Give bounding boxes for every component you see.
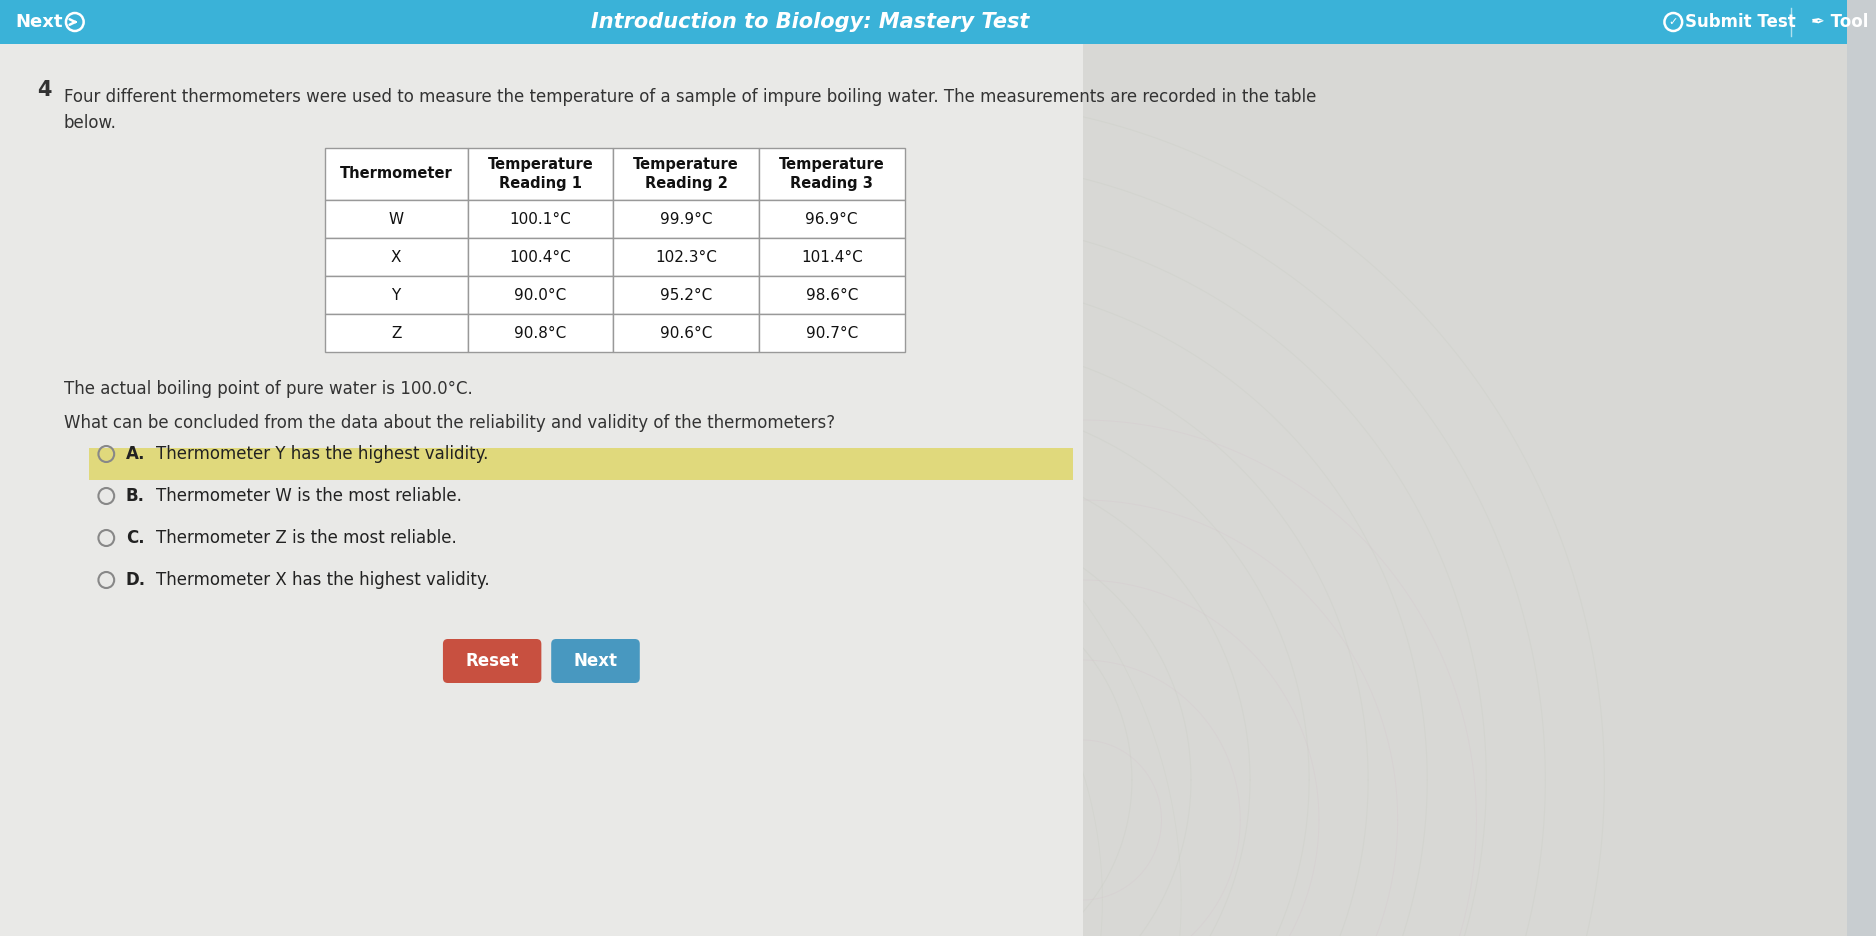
Bar: [760, 314, 904, 352]
Text: C.: C.: [126, 529, 144, 547]
Text: Y: Y: [392, 287, 401, 302]
Text: ✒ Tool: ✒ Tool: [1810, 13, 1868, 31]
Bar: [467, 276, 613, 314]
Text: Thermometer: Thermometer: [340, 167, 452, 182]
Text: Reset: Reset: [465, 652, 520, 670]
Bar: [88, 448, 1073, 480]
Text: 90.0°C: 90.0°C: [514, 287, 567, 302]
Text: 95.2°C: 95.2°C: [660, 287, 713, 302]
Bar: [467, 314, 613, 352]
Text: Thermometer Y has the highest validity.: Thermometer Y has the highest validity.: [156, 445, 488, 463]
FancyBboxPatch shape: [443, 639, 542, 683]
Bar: [325, 200, 467, 238]
Bar: [0, 0, 1846, 44]
Text: ✓: ✓: [1668, 17, 1677, 27]
Bar: [467, 238, 613, 276]
Text: 90.6°C: 90.6°C: [660, 326, 713, 341]
Text: W: W: [388, 212, 403, 227]
Text: Introduction to Biology: Mastery Test: Introduction to Biology: Mastery Test: [591, 12, 1028, 32]
Bar: [613, 314, 760, 352]
Bar: [613, 238, 760, 276]
Bar: [760, 238, 904, 276]
Text: 100.1°C: 100.1°C: [510, 212, 572, 227]
Text: Temperature
Reading 3: Temperature Reading 3: [779, 157, 885, 191]
Bar: [613, 200, 760, 238]
Text: Next: Next: [574, 652, 617, 670]
Text: Temperature
Reading 1: Temperature Reading 1: [488, 157, 593, 191]
Bar: [760, 276, 904, 314]
FancyBboxPatch shape: [552, 639, 640, 683]
Text: B.: B.: [126, 487, 144, 505]
Text: Thermometer X has the highest validity.: Thermometer X has the highest validity.: [156, 571, 490, 589]
Text: below.: below.: [64, 114, 116, 132]
Bar: [325, 148, 467, 200]
Text: 90.7°C: 90.7°C: [805, 326, 857, 341]
Bar: [613, 276, 760, 314]
Bar: [325, 238, 467, 276]
Bar: [325, 314, 467, 352]
Text: Four different thermometers were used to measure the temperature of a sample of : Four different thermometers were used to…: [64, 88, 1317, 106]
Text: Temperature
Reading 2: Temperature Reading 2: [634, 157, 739, 191]
Bar: [0, 44, 1082, 936]
Text: 4: 4: [38, 80, 53, 100]
Text: The actual boiling point of pure water is 100.0°C.: The actual boiling point of pure water i…: [64, 380, 473, 398]
Text: 90.8°C: 90.8°C: [514, 326, 567, 341]
Text: X: X: [390, 250, 401, 265]
Text: Thermometer W is the most reliable.: Thermometer W is the most reliable.: [156, 487, 461, 505]
Text: 100.4°C: 100.4°C: [510, 250, 572, 265]
Bar: [325, 276, 467, 314]
Bar: [760, 148, 904, 200]
Bar: [467, 200, 613, 238]
Text: 96.9°C: 96.9°C: [805, 212, 857, 227]
Text: D.: D.: [126, 571, 146, 589]
Text: 98.6°C: 98.6°C: [805, 287, 857, 302]
Text: 99.9°C: 99.9°C: [660, 212, 713, 227]
Text: Submit Test: Submit Test: [1685, 13, 1795, 31]
Text: 101.4°C: 101.4°C: [801, 250, 863, 265]
Bar: [613, 148, 760, 200]
Bar: [760, 200, 904, 238]
Text: Thermometer Z is the most reliable.: Thermometer Z is the most reliable.: [156, 529, 456, 547]
Text: Next: Next: [15, 13, 64, 31]
Text: A.: A.: [126, 445, 146, 463]
Text: 102.3°C: 102.3°C: [655, 250, 717, 265]
Text: Z: Z: [390, 326, 401, 341]
Text: What can be concluded from the data about the reliability and validity of the th: What can be concluded from the data abou…: [64, 414, 835, 432]
Bar: [467, 148, 613, 200]
